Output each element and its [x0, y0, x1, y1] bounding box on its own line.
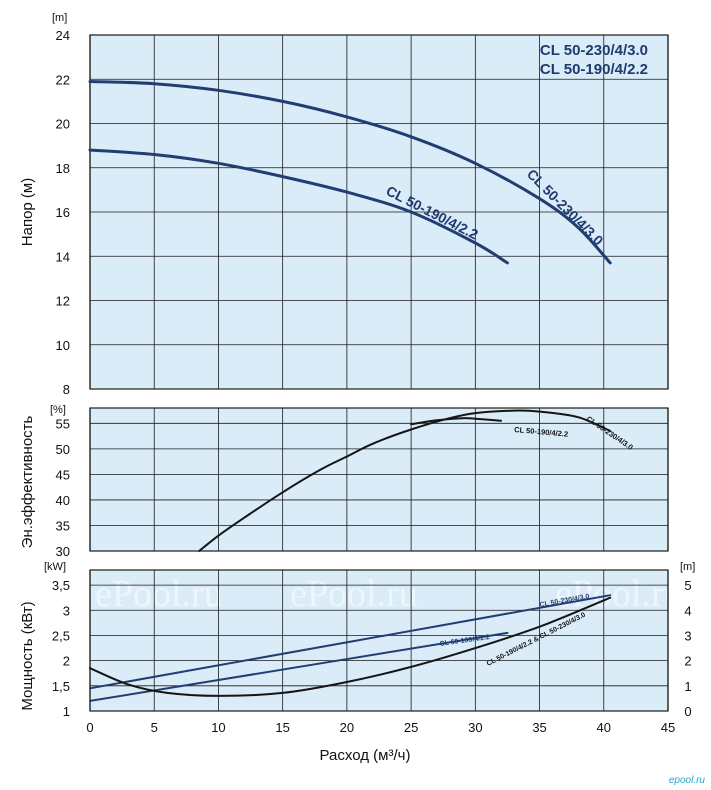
- panel-frame: [89, 569, 669, 712]
- x-tick-label: 10: [211, 720, 225, 735]
- x-tick-label: 0: [86, 720, 93, 735]
- power-axis-title: Мощность (кВт): [19, 601, 36, 710]
- y-tick-label: 35: [56, 518, 70, 533]
- x-tick-label: 15: [275, 720, 289, 735]
- y-tick-label: 2,5: [52, 628, 70, 643]
- y-tick-label: 10: [56, 338, 70, 353]
- series-line-power: [89, 631, 509, 702]
- y-tick-label: 18: [56, 161, 70, 176]
- x-tick-label: 35: [532, 720, 546, 735]
- power-unit-label: [kW]: [44, 561, 66, 573]
- y-tick-label: 3: [63, 603, 70, 618]
- y-tick-label: 14: [56, 249, 70, 264]
- head-axis-title: Напор (м): [19, 178, 36, 246]
- y-tick-label: 1,5: [52, 679, 70, 694]
- y-tick-label: 20: [56, 117, 70, 132]
- y-tick-label: 24: [56, 28, 70, 43]
- head-unit-label: [m]: [52, 12, 67, 24]
- efficiency-unit-label: [%]: [50, 404, 66, 416]
- y-tick-label: 22: [56, 72, 70, 87]
- y-right-tick-label: 5: [684, 578, 691, 593]
- panel-frame: [89, 407, 669, 552]
- y-tick-label: 40: [56, 493, 70, 508]
- power-right-unit-label: [m]: [680, 561, 695, 573]
- tick-labels: 8101214161820222430354045505511,522,533,…: [52, 28, 692, 735]
- y-tick-label: 30: [56, 544, 70, 559]
- series-line-power: [89, 596, 612, 697]
- y-tick-label: 16: [56, 205, 70, 220]
- efficiency-panel: [90, 408, 668, 551]
- y-tick-label: 2: [63, 654, 70, 669]
- efficiency-axis-title: Эн.эффективность: [19, 415, 36, 548]
- x-tick-label: 25: [404, 720, 418, 735]
- series-line-head: [88, 80, 612, 265]
- y-right-tick-label: 4: [684, 603, 691, 618]
- y-right-tick-label: 0: [684, 704, 691, 719]
- x-axis-title: Расход (м³/ч): [320, 747, 411, 764]
- series-line-head: [88, 148, 509, 265]
- x-tick-label: 5: [151, 720, 158, 735]
- epool-logo: epool.ru: [669, 775, 706, 786]
- series-line-efficiency: [198, 409, 612, 552]
- series-line-power: [89, 594, 612, 690]
- panel-frame: [89, 34, 669, 390]
- y-tick-label: 45: [56, 467, 70, 482]
- y-right-tick-label: 1: [684, 679, 691, 694]
- x-tick-label: 30: [468, 720, 482, 735]
- y-right-tick-label: 3: [684, 628, 691, 643]
- y-tick-label: 55: [56, 416, 70, 431]
- x-tick-label: 45: [661, 720, 675, 735]
- svg-text:ePool.ru: ePool.ru: [95, 573, 223, 615]
- y-tick-label: 8: [63, 382, 70, 397]
- x-tick-label: 20: [340, 720, 354, 735]
- legend-entry-cl50-190: CL 50-190/4/2.2: [540, 61, 648, 78]
- svg-text:ePool.ru: ePool.ru: [290, 573, 418, 615]
- y-tick-label: 50: [56, 442, 70, 457]
- x-tick-label: 40: [597, 720, 611, 735]
- power-panel: [90, 570, 668, 711]
- watermark-group: ePool.ru ePool.ru ePool.ru: [95, 573, 683, 615]
- legend-entry-cl50-230: CL 50-230/4/3.0: [540, 42, 648, 59]
- svg-text:ePool.ru: ePool.ru: [555, 573, 683, 615]
- chart-curves: [88, 80, 612, 702]
- y-tick-label: 12: [56, 294, 70, 309]
- y-right-tick-label: 2: [684, 654, 691, 669]
- y-tick-label: 1: [63, 704, 70, 719]
- grid-lines: [89, 34, 669, 712]
- y-tick-label: 3,5: [52, 578, 70, 593]
- series-line-efficiency: [410, 417, 502, 426]
